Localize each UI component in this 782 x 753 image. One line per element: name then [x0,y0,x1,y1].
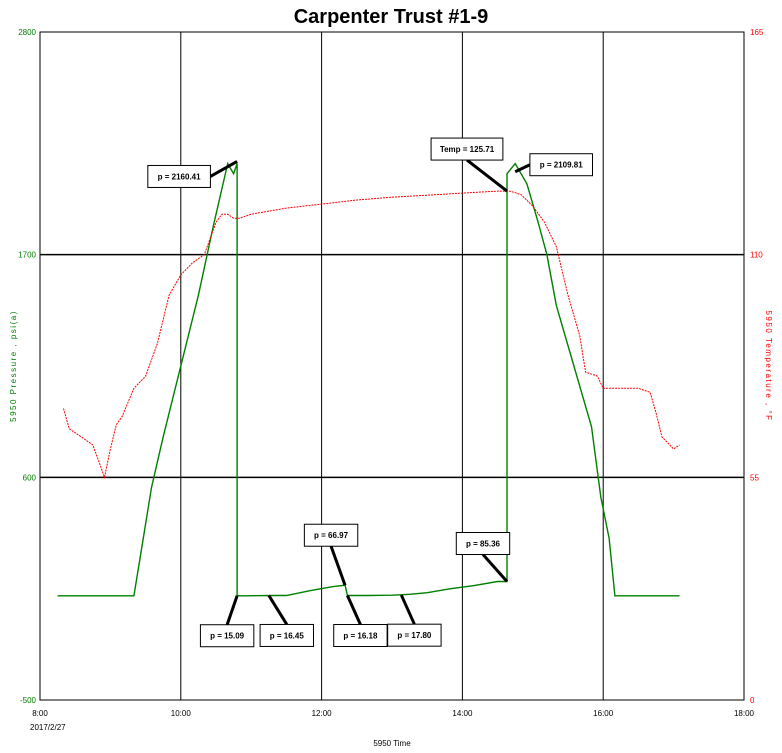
annotation-box [455,532,511,556]
x-axis-date-label: 2017/2/27 [30,723,66,732]
annotation-arrow [209,160,238,178]
annotation-arrow [267,594,289,626]
x-tick-label: 18:00 [734,709,755,718]
temperature-series-line [63,190,680,480]
series-layer [57,161,680,597]
annotation-label: p = 17.80 [397,631,432,640]
annotation-arrow [400,594,416,625]
y-axis-left-label: 5950 Pressure , psi(a) [9,310,18,422]
y-left-tick-label: 2800 [18,28,36,37]
annotation-arrow [329,545,347,586]
y-right-tick-label: 0 [750,696,755,705]
x-tick-label: 14:00 [452,709,473,718]
annotation-box [333,624,388,648]
annotation-box [147,164,211,188]
grid [40,32,744,700]
annotation-layer: p = 2160.41 Temp = 125.71 p = 2109.81 p = 6… [147,137,594,648]
annotation-label: p = 2160.41 [158,172,201,181]
annotation-label: p = 16.45 [270,631,305,640]
x-tick-label: 16:00 [593,709,614,718]
annotation-arrow [346,594,362,626]
y-axis-right-label: 5950 Temperature , °F [764,310,773,421]
annotation-box [303,523,359,547]
annotation-box [259,623,315,647]
annotation-label: p = 85.36 [466,540,501,549]
y-right-tick-label: 165 [750,28,764,37]
pressure-series-line [57,161,680,597]
annotation-box [387,623,442,647]
plot-frame [39,31,745,701]
annotation-label: p = 16.18 [343,632,378,641]
annotation-label: Temp = 125.71 [440,145,495,154]
annotation-label: p = 15.09 [210,632,245,641]
chart-title: Carpenter Trust #1-9 [294,6,489,28]
x-tick-label: 12:00 [312,709,333,718]
annotation-label: p = 66.97 [314,531,349,540]
y-right-tick-label: 55 [750,473,759,482]
annotation-box [430,137,504,161]
y-left-tick-label: -500 [20,696,37,705]
annotation-arrow [225,595,239,626]
y-left-tick-label: 600 [23,473,37,482]
x-axis-label: 5950 Time [373,739,411,748]
annotation-arrow [466,158,508,193]
annotation-box [199,624,255,648]
y-left-tick-label: 1700 [18,251,36,260]
x-tick-label: 10:00 [171,709,192,718]
annotation-label: p = 2109.81 [540,161,583,170]
annotation-arrow [481,553,509,583]
annotation-box [529,153,594,177]
tick-labels: 8:00 10:00 12:00 14:00 16:00 18:00 2800 1700 600… [18,28,764,718]
annotation-arrow [514,163,531,174]
y-right-tick-label: 110 [750,251,763,260]
x-tick-label: 8:00 [32,709,48,718]
